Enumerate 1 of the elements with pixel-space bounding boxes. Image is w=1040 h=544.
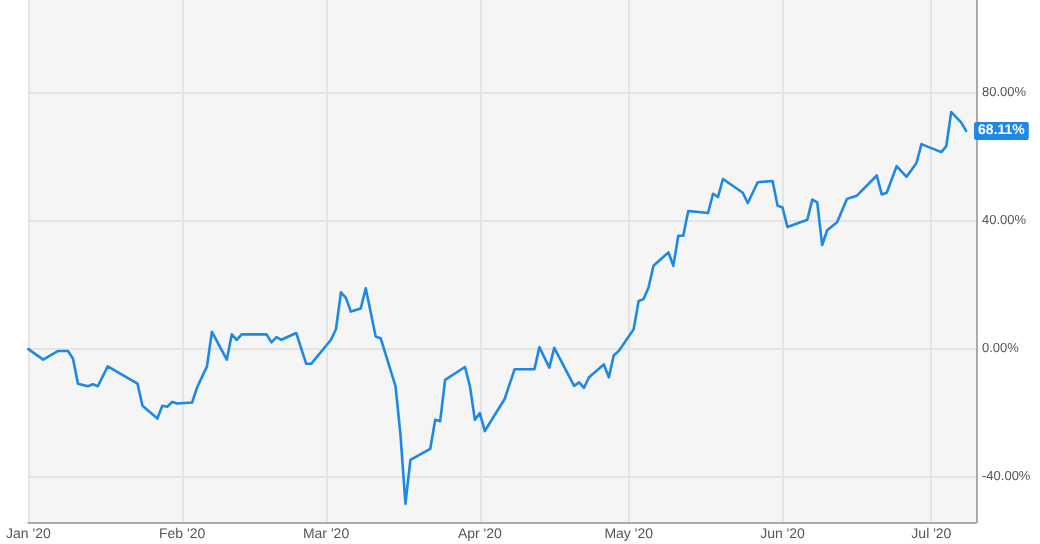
- line-series: [27, 110, 968, 506]
